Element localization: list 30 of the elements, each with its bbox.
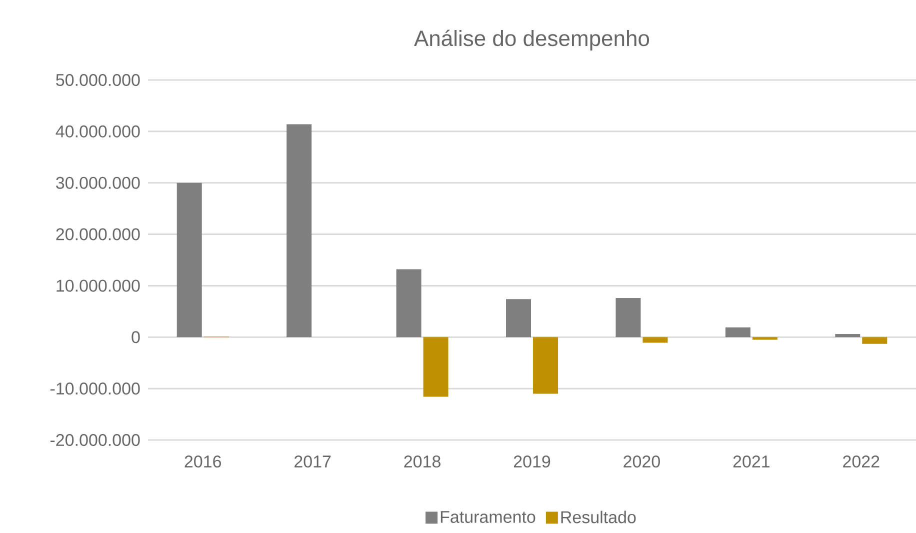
y-tick-label: 40.000.000 (56, 125, 140, 138)
chart-title: Análise do desempenho (414, 30, 650, 50)
bar (532, 337, 558, 394)
bar (752, 337, 778, 340)
y-tick-label: -20.000.000 (50, 434, 140, 446)
y-tick-label: 10.000.000 (56, 280, 140, 292)
x-tick-label: 2018 (404, 456, 440, 468)
x-tick-label: 2017 (294, 456, 331, 468)
legend-label: Resultado (561, 510, 636, 524)
x-tick-label: 2016 (184, 456, 222, 468)
y-tick-label: 50.000.000 (56, 74, 140, 86)
x-tick-label: 2021 (733, 456, 770, 468)
y-tick-label: 30.000.000 (56, 176, 140, 189)
bar (176, 182, 202, 338)
bar (423, 337, 448, 397)
y-tick-label: 20.000.000 (56, 228, 140, 240)
x-tick-label: 2020 (624, 456, 660, 468)
bar (862, 337, 888, 344)
x-tick-label: 2019 (514, 456, 550, 468)
bar (725, 327, 750, 338)
x-tick-label: 2022 (843, 456, 880, 468)
bar (286, 124, 312, 338)
y-tick-label: -10.000.000 (50, 382, 140, 395)
bar (835, 334, 860, 338)
bar (616, 298, 641, 338)
bar (642, 337, 668, 343)
bar (506, 299, 532, 338)
bar (396, 269, 422, 338)
legend-label: Faturamento (440, 511, 536, 523)
y-tick-label: 0 (132, 331, 140, 344)
